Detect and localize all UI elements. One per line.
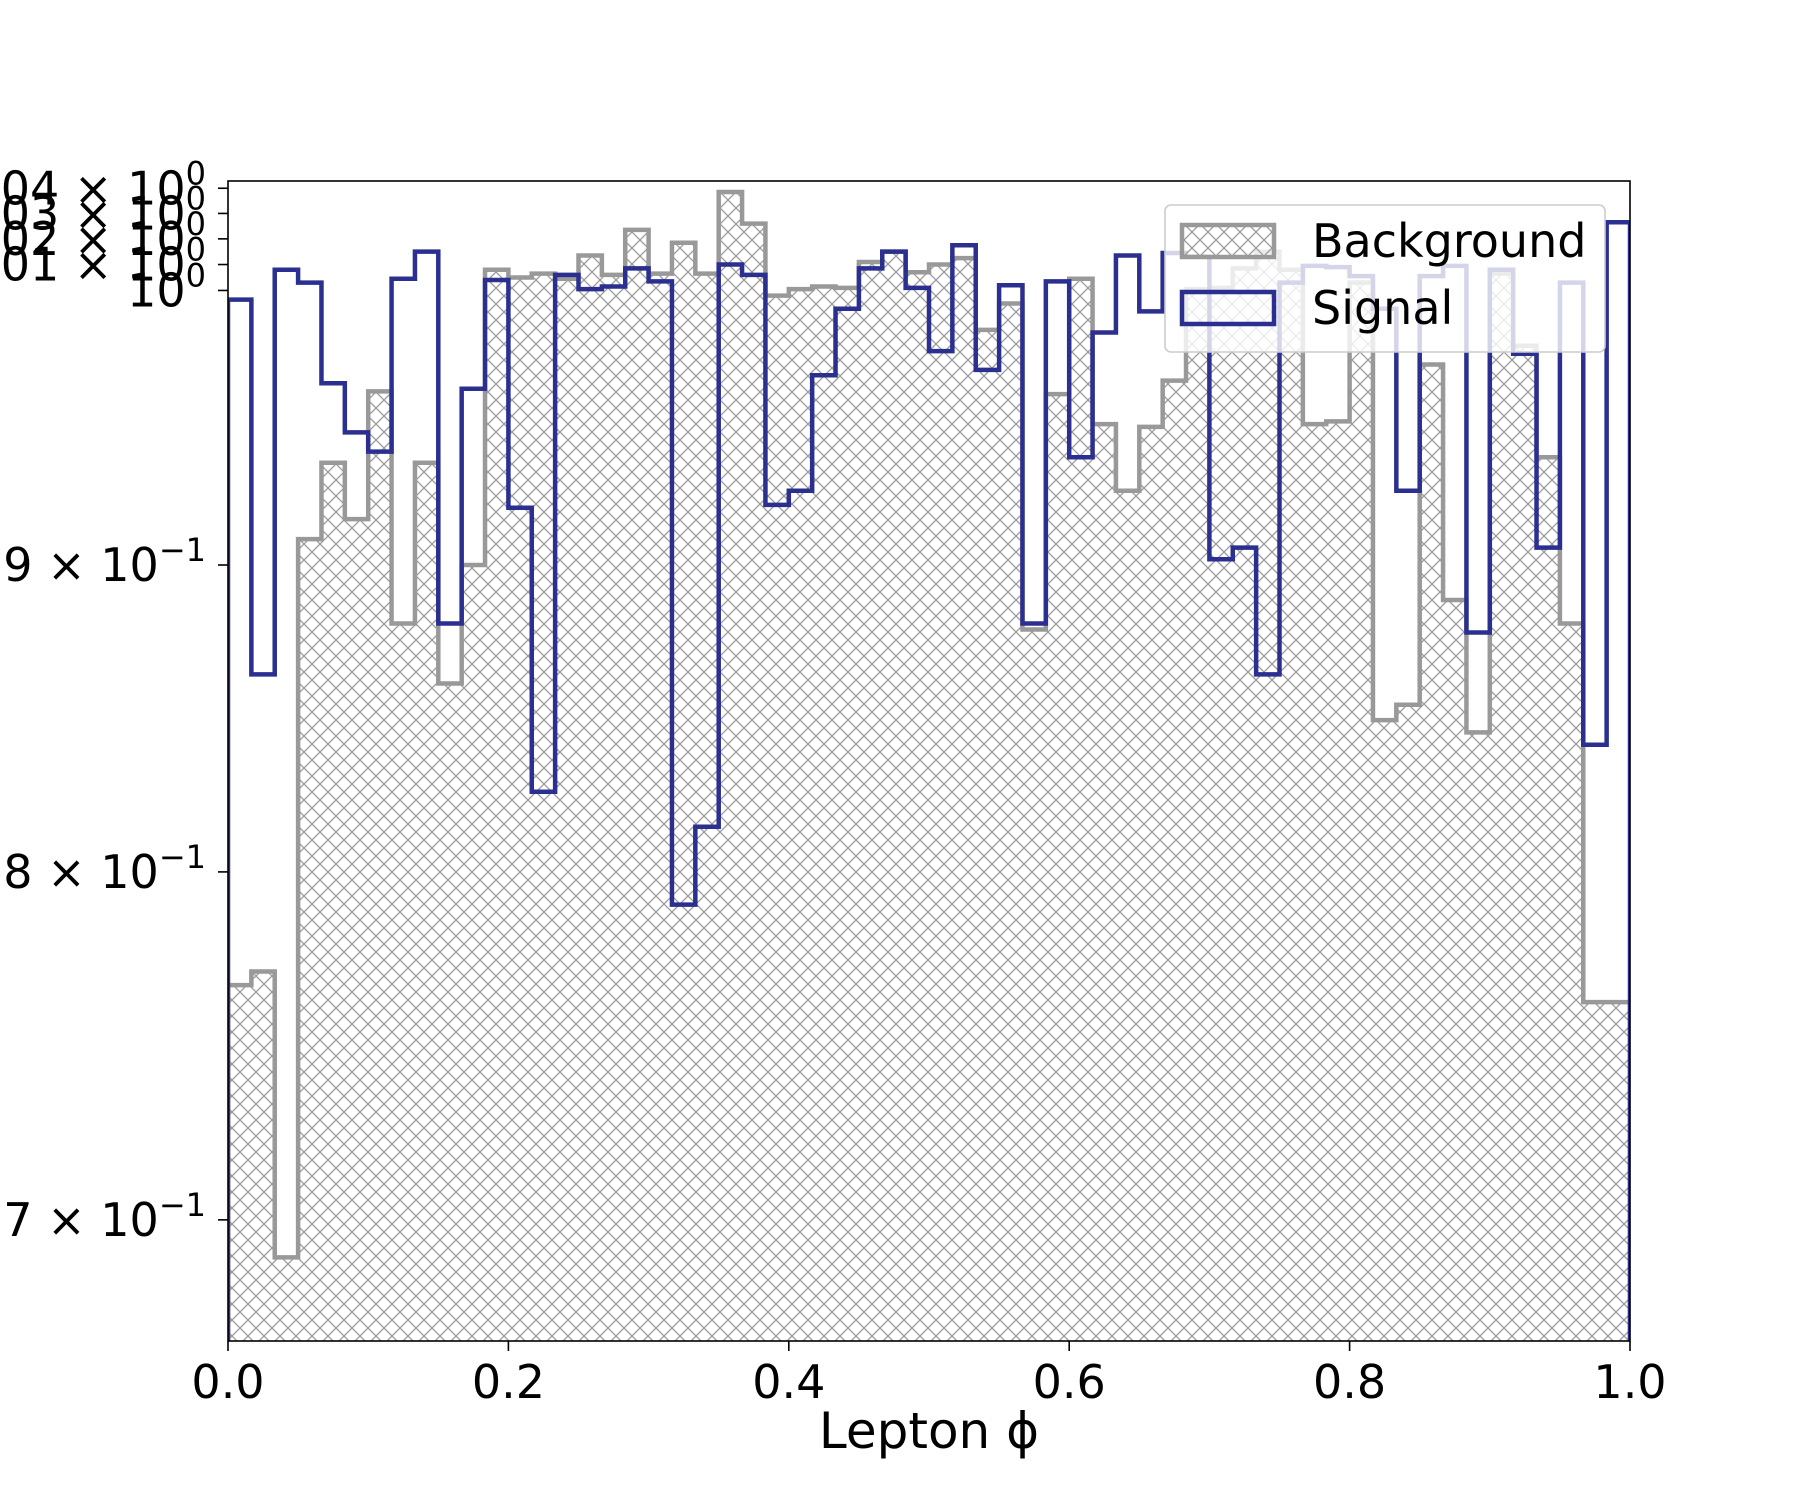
background-bar	[625, 229, 649, 1341]
background-bar	[1419, 364, 1444, 1341]
x-axis: 0.0 0.2 0.4 0.6 0.8 1.0	[191, 1341, 1667, 1409]
background-bar	[1606, 1002, 1630, 1341]
background-bar	[1186, 289, 1210, 1341]
plot-frame	[227, 180, 1631, 1342]
background-bar	[228, 985, 252, 1341]
background-bar	[1583, 1002, 1608, 1341]
y-tick-label: .03 × 100	[0, 179, 206, 240]
legend-swatch-background	[1179, 222, 1277, 260]
background-bar	[1022, 629, 1047, 1341]
background-bar	[929, 264, 953, 1341]
y-tick-label: .01 × 100	[0, 231, 206, 292]
background-histogram	[228, 189, 1630, 1341]
x-axis-label: Lepton ϕ	[819, 1402, 1039, 1460]
background-bar	[438, 683, 463, 1341]
background-bar	[882, 251, 907, 1341]
background-bar	[485, 269, 509, 1341]
background-outline	[228, 189, 1630, 1341]
background-bar	[999, 303, 1023, 1341]
background-bar	[952, 258, 977, 1341]
background-bar	[1045, 394, 1070, 1341]
x-tick-label: 0.0	[191, 1355, 264, 1409]
background-bar	[835, 287, 860, 1341]
background-bar	[531, 273, 556, 1341]
background-bar	[1396, 704, 1421, 1341]
background-bar	[368, 391, 392, 1341]
background-bar	[1232, 268, 1257, 1341]
background-bar	[1326, 421, 1350, 1341]
background-bar	[1466, 732, 1491, 1341]
background-bar	[765, 295, 790, 1341]
background-bar	[274, 1257, 299, 1341]
background-bar	[905, 272, 930, 1341]
legend: Background Signal	[1164, 204, 1606, 353]
background-bar	[975, 329, 1000, 1341]
background-bar	[1349, 282, 1374, 1341]
background-bar	[1489, 273, 1514, 1341]
signal-histogram	[228, 220, 1630, 1341]
background-bar	[1209, 287, 1234, 1341]
legend-label-signal: Signal	[1312, 281, 1453, 335]
x-tick-label: 1.0	[1593, 1355, 1666, 1409]
background-bar	[1513, 345, 1537, 1341]
legend-swatch-signal	[1179, 289, 1277, 327]
background-bar	[251, 971, 276, 1341]
background-bar	[1302, 424, 1327, 1341]
background-bar	[321, 462, 346, 1341]
background-bar	[1443, 599, 1467, 1341]
background-bar	[578, 255, 603, 1341]
signal-line	[228, 220, 1630, 1341]
background-bar	[742, 223, 766, 1341]
background-bar	[812, 286, 836, 1341]
y-tick-label: .02 × 100	[0, 205, 206, 266]
background-bar	[1279, 269, 1304, 1341]
background-bar	[1536, 457, 1561, 1341]
background-bar	[718, 192, 743, 1341]
background-bar	[695, 273, 720, 1341]
legend-label-background: Background	[1312, 214, 1586, 268]
background-bar	[1139, 426, 1164, 1341]
background-bar	[1115, 490, 1140, 1341]
x-tick-label: 0.4	[752, 1355, 825, 1409]
x-tick-label: 0.2	[472, 1355, 545, 1409]
background-bar	[508, 277, 533, 1341]
background-bar	[391, 623, 416, 1341]
background-bar	[1559, 623, 1584, 1341]
background-bar	[1092, 424, 1117, 1341]
background-bar	[555, 278, 579, 1341]
background-bar	[1372, 720, 1397, 1341]
background-bar	[788, 289, 813, 1341]
background-bar	[414, 462, 439, 1341]
background-bar	[648, 273, 673, 1341]
x-tick-label: 0.8	[1313, 1355, 1386, 1409]
background-bar	[1256, 251, 1280, 1341]
background-bar	[298, 539, 322, 1341]
background-bar	[1162, 380, 1187, 1341]
background-bar	[461, 564, 486, 1341]
background-bar	[671, 242, 696, 1341]
y-tick-label: .04 × 100	[0, 154, 206, 215]
background-bar	[601, 274, 626, 1341]
background-bar	[344, 519, 369, 1341]
background-bar	[1069, 278, 1093, 1341]
x-tick-label: 0.6	[1033, 1355, 1106, 1409]
background-bar	[858, 261, 883, 1341]
